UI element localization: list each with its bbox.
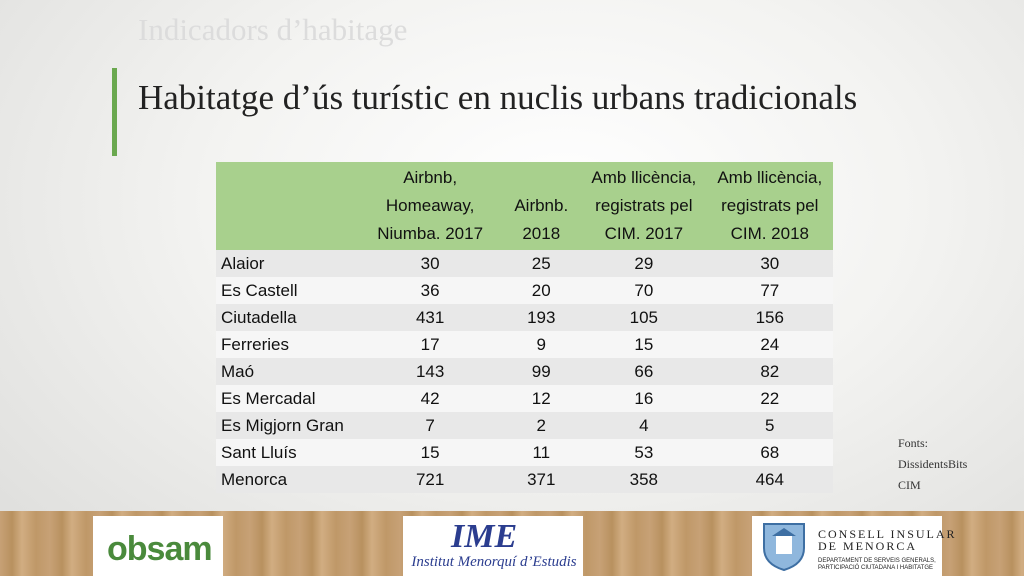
cell-value: 82 — [706, 358, 833, 385]
row-name: Alaior — [216, 250, 359, 277]
source-item: CIM — [898, 478, 921, 492]
row-name: Sant Lluís — [216, 439, 359, 466]
row-name: Es Migjorn Gran — [216, 412, 359, 439]
cim-logo-name: CONSELL INSULAR DE MENORCA — [818, 528, 957, 552]
cell-value: 12 — [501, 385, 582, 412]
cim-logo: CONSELL INSULAR DE MENORCA DEPARTAMENT D… — [752, 516, 955, 576]
title-accent-bar — [112, 68, 117, 156]
cell-value: 68 — [706, 439, 833, 466]
cell-value: 721 — [358, 466, 502, 493]
header-cell-municipality — [216, 162, 359, 250]
source-item: DissidentsBits — [898, 457, 968, 471]
cim-department-line: DEPARTAMENT DE SERVEIS GENERALS, — [818, 558, 936, 564]
cell-value: 25 — [501, 250, 582, 277]
cell-value: 358 — [581, 466, 707, 493]
ime-logo: IME Institut Menorquí d’Estudis — [403, 516, 583, 576]
cell-value: 22 — [706, 385, 833, 412]
obsam-logo: obsam — [93, 516, 223, 576]
cim-name-line: CONSELL INSULAR — [818, 527, 957, 541]
header-cell-licensed-2017: Amb llicència, registrats pel CIM. 2017 — [581, 162, 707, 250]
obsam-logo-text: obsam — [107, 530, 213, 568]
cell-value: 24 — [706, 331, 833, 358]
cell-value: 99 — [501, 358, 582, 385]
slide-supertitle: Indicadors d’habitage — [138, 12, 408, 47]
header-cell-licensed-2018: Amb llicència, registrats pel CIM. 2018 — [706, 162, 833, 250]
cell-value: 7 — [358, 412, 502, 439]
cim-department-line: PARTICIPACIÓ CIUTADANA I HABITATGE — [818, 565, 934, 571]
sources-note: Fonts: DissidentsBits CIM — [898, 433, 967, 496]
table-row: Ferreries 17 9 15 24 — [216, 331, 833, 358]
table-row: Es Castell 36 20 70 77 — [216, 277, 833, 304]
cell-value: 464 — [706, 466, 833, 493]
cell-value: 156 — [706, 304, 833, 331]
header-cell-airbnb-2017: Airbnb, Homeaway, Niumba. 2017 — [358, 162, 502, 250]
row-name: Ciutadella — [216, 304, 359, 331]
row-name: Ferreries — [216, 331, 359, 358]
table-header-row: Airbnb, Homeaway, Niumba. 2017 Airbnb. 2… — [216, 162, 833, 250]
header-cell-airbnb-2018: Airbnb. 2018 — [501, 162, 582, 250]
ime-logo-mark: IME — [451, 518, 518, 555]
cell-value: 29 — [581, 250, 707, 277]
row-name: Es Castell — [216, 277, 359, 304]
cell-value: 20 — [501, 277, 582, 304]
row-name: Maó — [216, 358, 359, 385]
cell-value: 143 — [358, 358, 502, 385]
cell-value: 53 — [581, 439, 707, 466]
row-name: Menorca — [216, 466, 359, 493]
cell-value: 70 — [581, 277, 707, 304]
table-row: Sant Lluís 15 11 53 68 — [216, 439, 833, 466]
cell-value: 77 — [706, 277, 833, 304]
cell-value: 193 — [501, 304, 582, 331]
cell-value: 431 — [358, 304, 502, 331]
row-name: Es Mercadal — [216, 385, 359, 412]
table-row: Es Mercadal 42 12 16 22 — [216, 385, 833, 412]
table-row: Alaior 30 25 29 30 — [216, 250, 833, 277]
slide-title: Habitatge d’ús turístic en nuclis urbans… — [138, 78, 858, 117]
cim-shield-icon — [763, 523, 805, 572]
cell-value: 15 — [358, 439, 502, 466]
table-row: Maó 143 99 66 82 — [216, 358, 833, 385]
cell-value: 371 — [501, 466, 582, 493]
table-row: Es Migjorn Gran 7 2 4 5 — [216, 412, 833, 439]
cell-value: 4 — [581, 412, 707, 439]
ime-logo-name: Institut Menorquí d’Estudis — [411, 554, 577, 570]
cell-value: 5 — [706, 412, 833, 439]
cell-value: 30 — [358, 250, 502, 277]
cell-value: 105 — [581, 304, 707, 331]
table-row-total: Menorca 721 371 358 464 — [216, 466, 833, 493]
cell-value: 66 — [581, 358, 707, 385]
cim-logo-department: DEPARTAMENT DE SERVEIS GENERALS, PARTICI… — [818, 558, 936, 572]
cell-value: 15 — [581, 331, 707, 358]
cell-value: 9 — [501, 331, 582, 358]
cell-value: 17 — [358, 331, 502, 358]
sources-label: Fonts: — [898, 436, 929, 450]
table-row: Ciutadella 431 193 105 156 — [216, 304, 833, 331]
tourist-housing-table: Airbnb, Homeaway, Niumba. 2017 Airbnb. 2… — [216, 162, 833, 493]
cell-value: 42 — [358, 385, 502, 412]
cell-value: 36 — [358, 277, 502, 304]
cim-name-line: DE MENORCA — [818, 539, 918, 553]
cell-value: 30 — [706, 250, 833, 277]
cell-value: 2 — [501, 412, 582, 439]
cell-value: 11 — [501, 439, 582, 466]
cell-value: 16 — [581, 385, 707, 412]
